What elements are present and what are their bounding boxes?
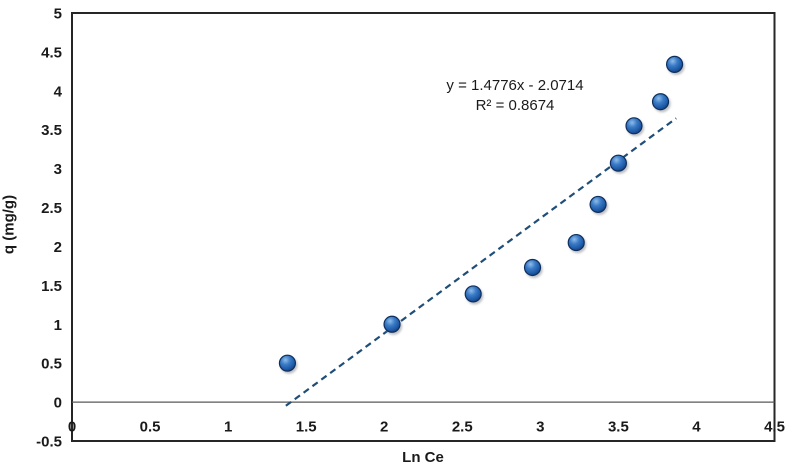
x-tick-label: 3.5 — [608, 419, 629, 436]
y-tick-label: 4 — [54, 83, 63, 100]
x-tick-label: 4 — [692, 419, 701, 436]
data-point — [609, 154, 627, 172]
x-tick-label: 3 — [536, 419, 544, 436]
y-axis-title: q (mg/g) — [0, 194, 18, 255]
data-point — [278, 354, 297, 372]
x-axis-tick-labels: 0 0.5 1 1.5 2 2.5 3 3.5 4 4.5 — [68, 419, 785, 436]
y-tick-label: 1 — [54, 317, 62, 334]
y-tick-label: 1.5 — [41, 278, 62, 295]
y-tick-label: 4.5 — [41, 44, 62, 61]
x-tick-label: 0 — [68, 419, 76, 436]
y-tick-label: 5 — [54, 6, 62, 23]
y-axis-tick-labels: 5 4.5 4 3.5 3 2.5 2 1.5 1 0.5 0 -0.5 — [36, 6, 63, 451]
x-tick-label: 1 — [224, 419, 232, 436]
data-point — [589, 195, 607, 214]
x-tick-label: 4.5 — [764, 419, 785, 436]
x-tick-label: 1.5 — [296, 419, 317, 436]
data-point — [383, 315, 401, 333]
r-squared-text: R² = 0.8674 — [475, 97, 555, 114]
x-axis-title: Ln Ce — [402, 449, 444, 466]
y-tick-label: 0 — [54, 395, 62, 412]
y-tick-label: 3.5 — [41, 122, 62, 139]
y-tick-label: -0.5 — [36, 434, 62, 451]
equation-text: y = 1.4776x - 2.0714 — [446, 77, 584, 94]
data-point — [464, 285, 482, 303]
data-point — [567, 233, 585, 252]
data-point — [651, 93, 670, 111]
x-tick-label: 0.5 — [140, 419, 161, 436]
y-tick-label: 2 — [54, 239, 62, 256]
data-points — [278, 55, 684, 372]
data-point — [625, 117, 643, 135]
x-tick-label: 2 — [380, 419, 388, 436]
y-tick-label: 0.5 — [41, 356, 62, 373]
data-point — [523, 258, 542, 277]
data-point — [665, 55, 684, 73]
x-tick-label: 2.5 — [452, 419, 473, 436]
plot-area-frame — [71, 12, 776, 442]
trendline-equation: y = 1.4776x - 2.0714 R² = 0.8674 — [395, 76, 635, 116]
y-tick-label: 2.5 — [41, 200, 62, 217]
y-tick-label: 3 — [54, 161, 62, 178]
trendline — [285, 117, 677, 407]
